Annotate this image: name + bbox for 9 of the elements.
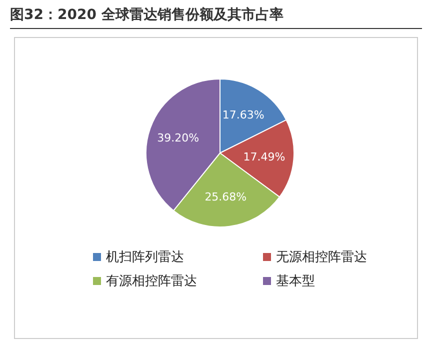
- data-label: 17.63%: [222, 108, 264, 122]
- legend-label: 机扫阵列雷达: [106, 249, 184, 266]
- legend-label: 基本型: [276, 273, 315, 290]
- data-label: 25.68%: [204, 190, 247, 204]
- legend-label: 有源相控阵雷达: [106, 273, 197, 290]
- data-label: 39.20%: [157, 132, 200, 145]
- data-label: 17.49%: [243, 150, 286, 164]
- chart-title: 图32：2020 全球雷达销售份额及其市占率: [10, 6, 422, 29]
- legend-label: 无源相控阵雷达: [276, 249, 367, 266]
